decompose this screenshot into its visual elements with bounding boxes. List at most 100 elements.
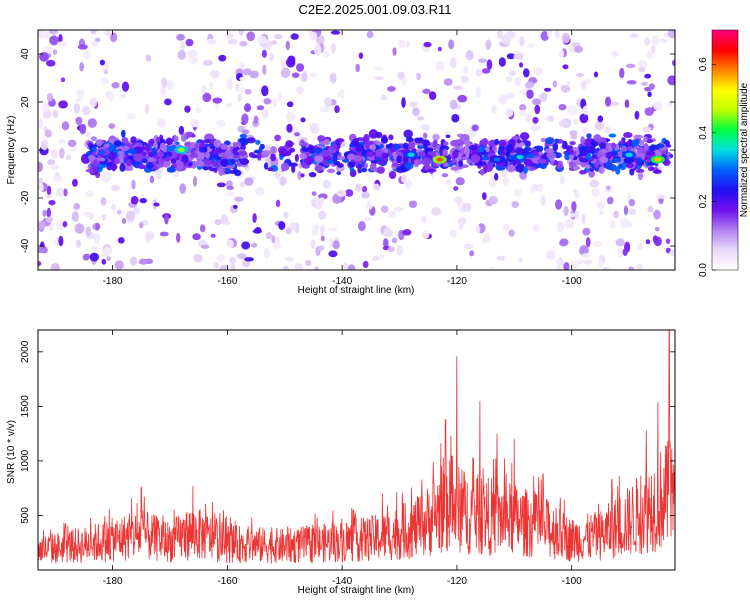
spectrogram-cell — [364, 216, 373, 222]
spectrogram-cell — [396, 155, 403, 164]
spectrogram-cell — [469, 250, 475, 257]
spectrogram-cell — [256, 152, 262, 161]
spectrogram-cell — [244, 257, 254, 262]
spectrogram-cell — [468, 144, 478, 151]
spectrogram-cell — [44, 129, 53, 138]
spectrogram-cell — [388, 134, 394, 141]
spectrogram-cell — [404, 162, 414, 170]
spectrogram-cell — [121, 81, 130, 92]
spectrogram-cell — [133, 152, 143, 162]
spectrogram-cell — [506, 53, 516, 60]
spectrogram-cell — [366, 30, 374, 39]
spectrogram-cell — [271, 40, 278, 45]
spectrogram-cell — [504, 108, 514, 118]
spectrogram-cell — [393, 206, 404, 212]
spectrogram-cell — [582, 127, 589, 134]
spectrogram-cell — [96, 140, 103, 147]
spectrogram-cell — [229, 256, 237, 265]
spectrogram-cell — [455, 177, 465, 186]
spectrogram-cell — [345, 189, 354, 197]
y-tick-label: -20 — [20, 190, 31, 205]
spectrogram-cell — [239, 137, 249, 146]
spectrogram-cell — [46, 92, 54, 102]
spectrogram-cell — [309, 72, 318, 78]
spectrogram-cell — [49, 35, 59, 46]
spectrogram-cell — [563, 262, 570, 270]
spectrogram-cell — [285, 227, 292, 235]
spectrogram-cell — [139, 198, 148, 204]
spectrogram-cell — [643, 136, 648, 143]
spectrogram-cell — [485, 39, 492, 50]
spectrogram-cell — [597, 115, 604, 123]
spectrogram-cell — [414, 137, 423, 144]
spectrogram-cell — [49, 164, 60, 170]
spectrogram-cell — [481, 192, 487, 201]
spectrogram-cell — [70, 147, 78, 152]
spectrogram-cell — [275, 236, 280, 244]
spectrogram-cell — [585, 237, 591, 248]
spectrogram-cell — [42, 102, 50, 112]
spectrogram-cell — [296, 85, 305, 94]
spectrogram-cell — [611, 157, 622, 163]
spectrogram-cell — [101, 77, 109, 84]
spectrogram-cell — [228, 38, 238, 45]
spectrogram-cell — [107, 145, 117, 153]
y-tick-label: -40 — [20, 238, 31, 253]
spectrogram-cell — [658, 147, 667, 152]
spectrogram-cell — [285, 111, 296, 122]
spectrogram-cell — [475, 225, 481, 234]
spectrogram-cell — [248, 151, 256, 158]
spectrogram-cell — [559, 238, 569, 247]
spectrogram-cell — [94, 37, 101, 42]
spectrogram-cell — [519, 132, 530, 141]
spectrogram-cell — [184, 105, 191, 113]
spectrogram-cell — [85, 190, 94, 198]
spectrogram-cell — [651, 34, 660, 46]
spectrogram-cell — [566, 80, 571, 86]
spectrogram-cell — [648, 83, 655, 91]
spectrogram-cell — [388, 170, 397, 180]
spectrogram-cell — [391, 237, 398, 244]
spectrogram-cell — [418, 151, 426, 157]
spectrogram-cell — [107, 91, 115, 102]
spectrogram-cell — [605, 161, 614, 171]
spectrogram-cell — [582, 227, 591, 236]
spectrogram-cell — [130, 256, 138, 266]
spectrogram-cell — [491, 104, 498, 114]
spectrogram-cell — [201, 84, 207, 94]
spectrogram-cell — [387, 86, 396, 92]
spectrogram-cell — [274, 134, 282, 142]
spectrogram-cell — [471, 124, 479, 132]
spectrogram-cell — [327, 227, 338, 232]
spectrogram-cell — [593, 134, 602, 142]
spectrogram-cell — [101, 258, 106, 265]
spectrogram-cell — [482, 156, 488, 161]
spectrogram-cell — [546, 152, 557, 159]
spectrogram-cell — [252, 213, 257, 224]
spectrogram-cell — [305, 259, 312, 267]
spectrogram-cell — [187, 162, 193, 167]
spectrogram-cell — [181, 154, 188, 163]
spectrogram-cell — [267, 167, 274, 172]
spectrogram-cell — [99, 157, 106, 162]
spectrogram-cell — [314, 147, 322, 155]
spectrogram-cell — [624, 221, 633, 228]
spectrogram-cell — [52, 175, 63, 182]
spectrogram-cell — [382, 238, 389, 249]
x-tick-label: -160 — [217, 576, 237, 587]
spectrogram-cell — [524, 81, 535, 89]
spectrogram-cell — [40, 139, 49, 151]
spectrogram-cell — [239, 181, 246, 188]
spectrogram-cell — [52, 49, 58, 55]
spectrogram-cell — [463, 243, 474, 250]
spectrogram-cell — [235, 141, 241, 148]
spectrogram-cell — [613, 210, 619, 219]
spectrogram-cell — [85, 226, 92, 237]
spectrogram-cell — [50, 262, 61, 270]
colorbar: 0.0 0.2 0.4 0.6 Normalized spectral amplitu… — [698, 29, 750, 277]
spectrogram-cell — [58, 235, 64, 247]
spectrogram-cell — [391, 162, 400, 167]
spectrogram-cell — [611, 50, 619, 57]
spectrogram-cell — [568, 149, 574, 155]
spectrogram-cell — [76, 89, 85, 99]
